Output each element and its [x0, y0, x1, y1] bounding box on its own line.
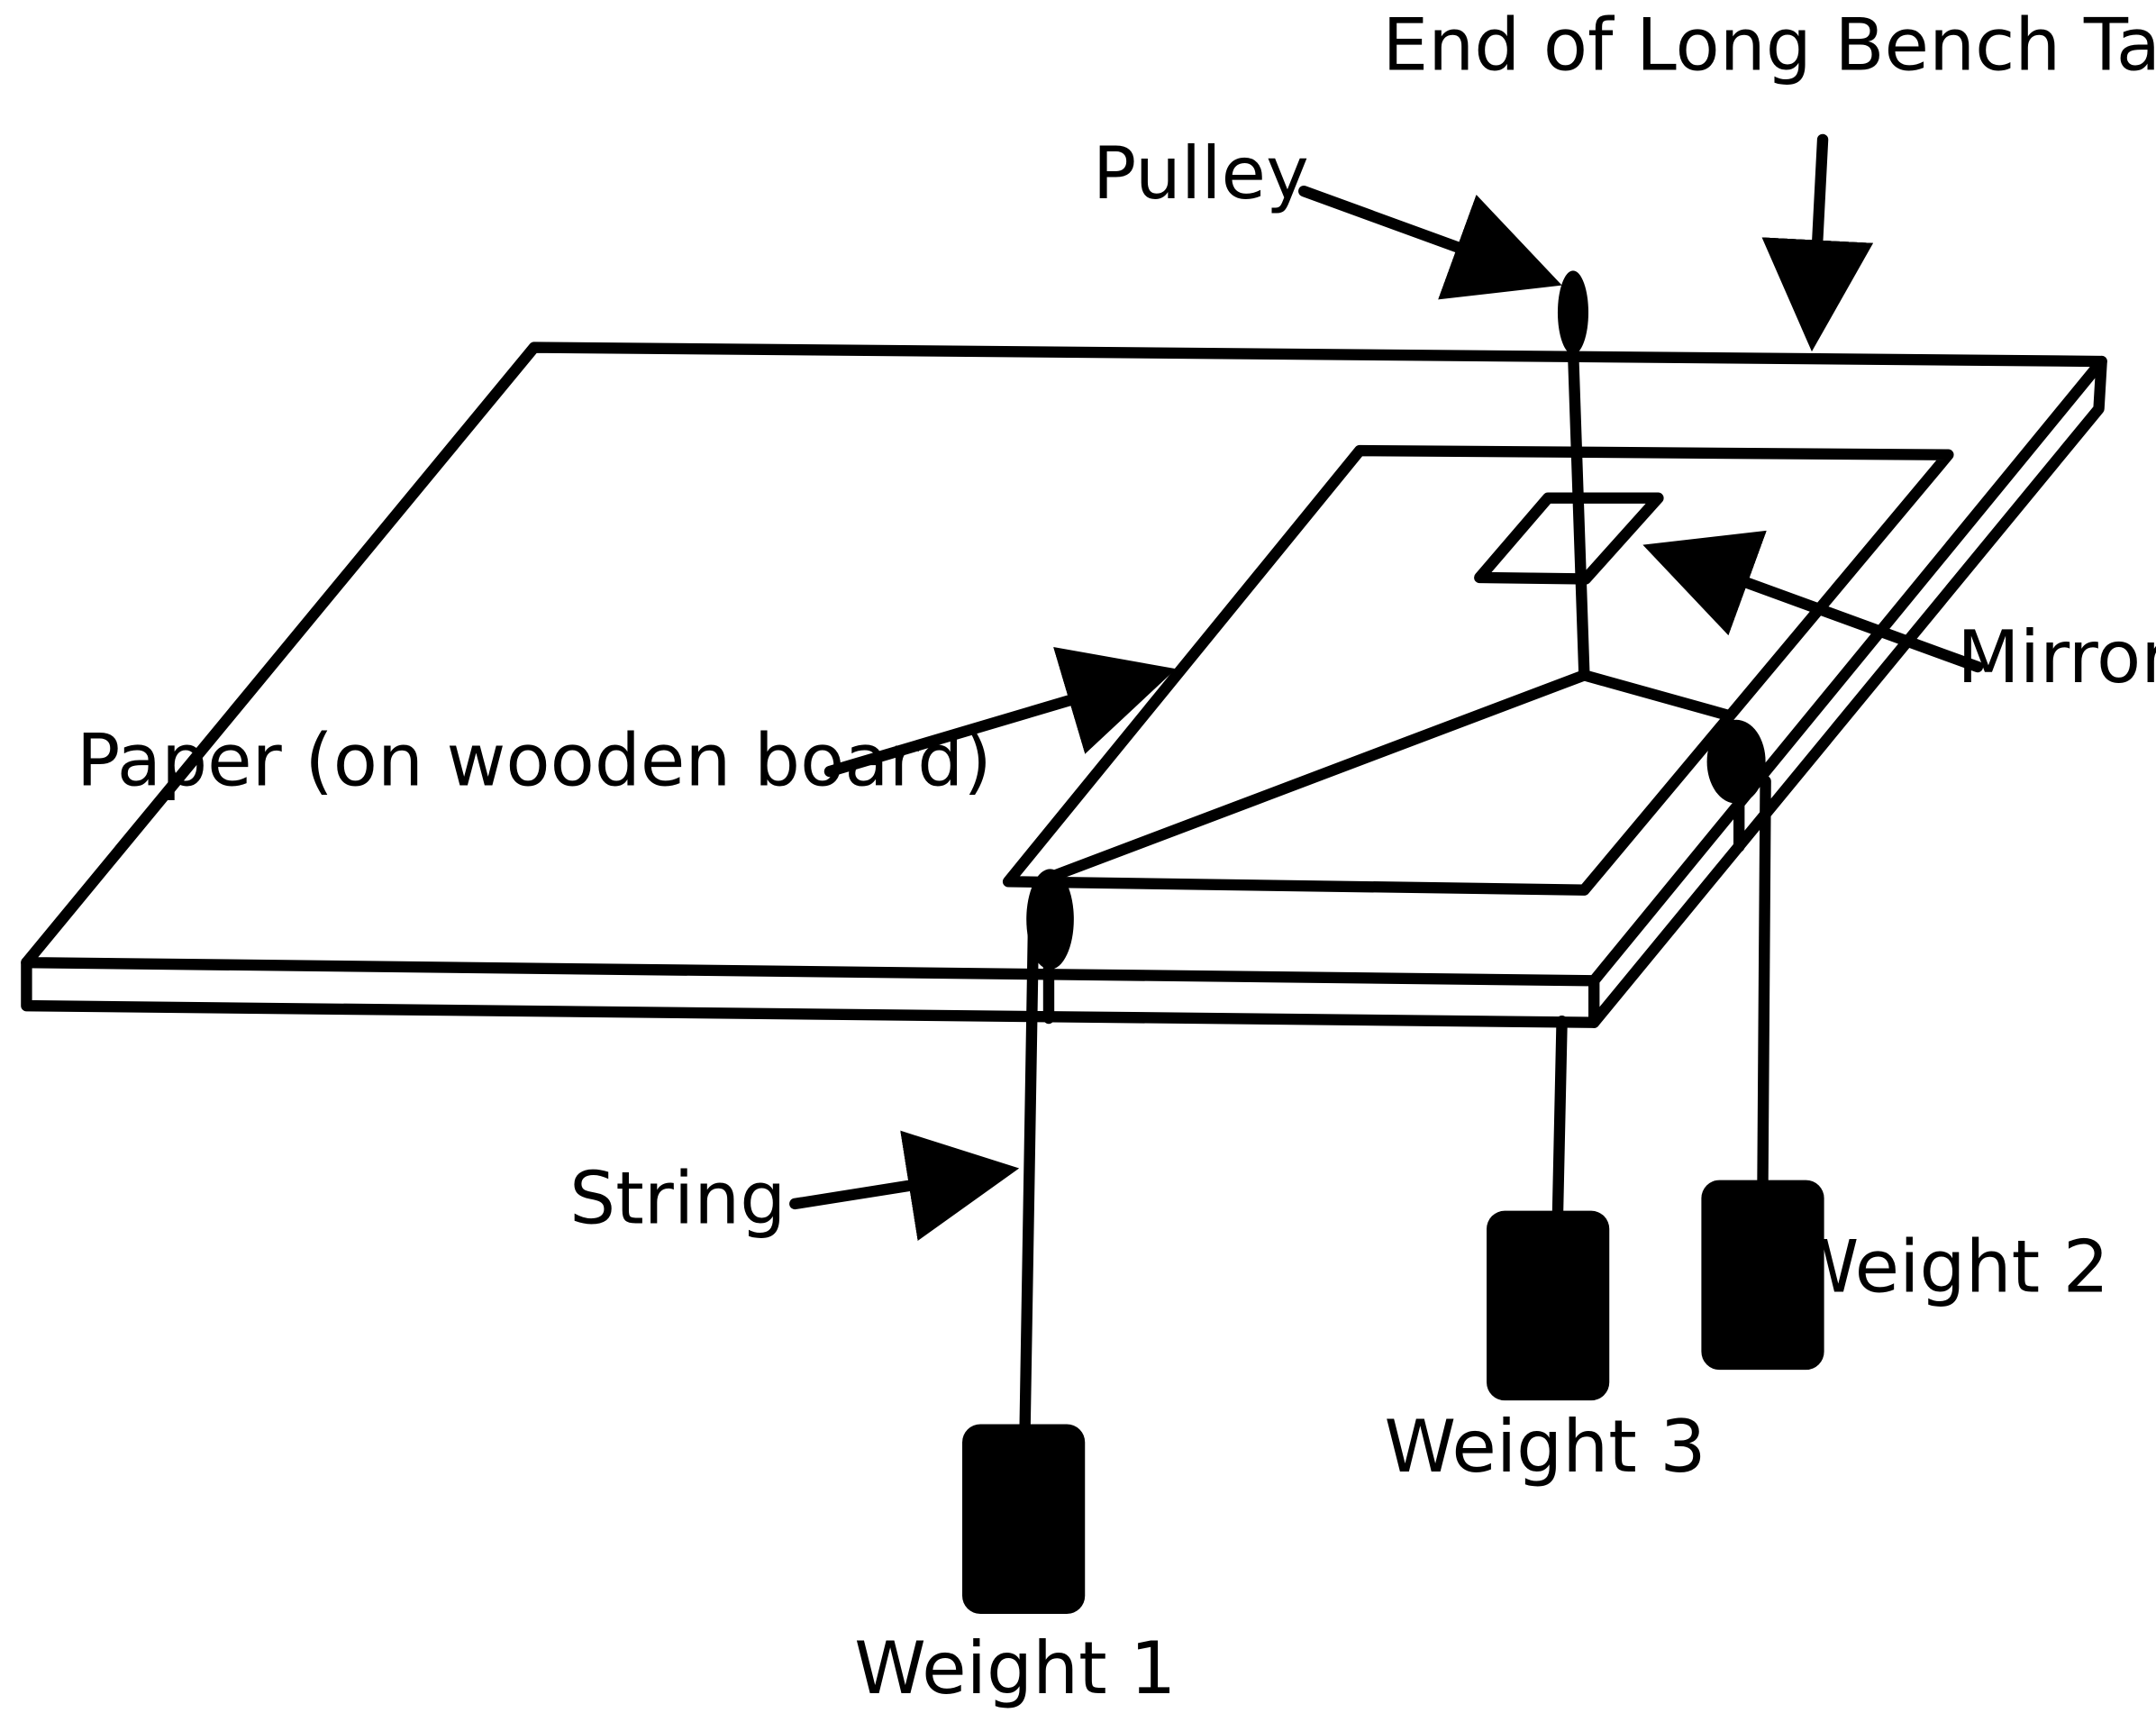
annotation-arrows [789, 133, 1984, 1241]
weights [962, 1180, 1824, 1614]
mirror [1474, 492, 1664, 585]
paper-arrow [823, 647, 1177, 778]
string-to-top-pulley [1567, 342, 1590, 681]
left-pulley [1026, 869, 1074, 970]
string-to-left-pulley [1040, 670, 1590, 885]
paper-label: Paper (on wooden board) [77, 718, 992, 803]
paper-board [1002, 444, 1954, 896]
string-weight-3 [1551, 1015, 1568, 1219]
end-of-table-arrow [1761, 133, 1874, 352]
string-weight-1 [1019, 922, 1040, 1432]
string-weight-2 [1757, 775, 1771, 1189]
pulleys [1026, 270, 1766, 970]
mirror-arrow [1642, 530, 1984, 673]
right-pulley [1706, 719, 1766, 804]
weight-1-block [962, 1424, 1086, 1614]
weight-3-block [1487, 1210, 1610, 1401]
labels: End of Long Bench Table Pulley Mirror Pa… [77, 3, 2156, 1711]
pulley-label: Pulley [1093, 131, 1309, 215]
weight-1-label: Weight 1 [854, 1626, 1176, 1710]
end-of-table-label: End of Long Bench Table [1382, 3, 2156, 87]
strings [1019, 342, 1771, 1432]
string-label: String [569, 1156, 786, 1241]
mirror-label: Mirror [1957, 615, 2156, 699]
weight-2-label: Weight 2 [1788, 1224, 2109, 1308]
table-front-edge [21, 956, 1600, 1028]
pulley-arrow [1298, 185, 1562, 300]
string-arrow [789, 1130, 1020, 1241]
top-pulley [1557, 270, 1589, 355]
string-to-right-pulley [1578, 670, 1735, 722]
weight-2-block [1701, 1180, 1824, 1371]
weight-3-label: Weight 3 [1384, 1404, 1706, 1489]
